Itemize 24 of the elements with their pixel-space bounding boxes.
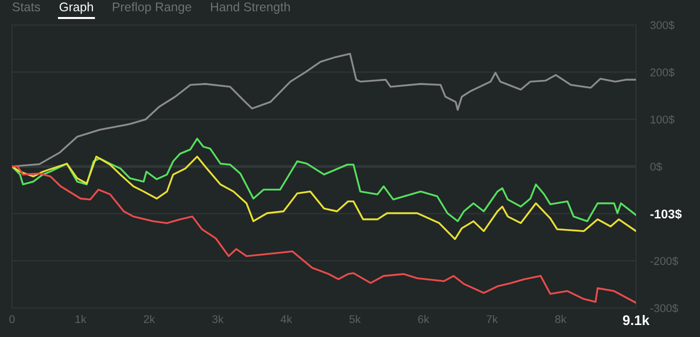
x-tick-label: 2k [144,314,156,323]
x-tick-label: 7k [486,314,498,323]
y-tick-label: 300$ [650,20,674,30]
x-tick-label: 0 [9,315,15,324]
y-tick-label: -200$ [650,256,678,266]
x-tick-label: 1k [76,314,86,323]
annotation: -103$ [650,209,682,220]
text: Stats [12,2,40,12]
x-tick-label: 6k [418,314,430,324]
x-tick-label: 8k [555,314,566,324]
x-tick-label: 9.1k [622,314,650,326]
y-tick-label: 100$ [650,115,674,124]
x-tick-label: 4k [280,314,292,323]
line-series [12,166,636,304]
line-series [12,138,636,222]
text: Graph [60,2,93,14]
y-tick-label: -300$ [650,304,678,313]
y-tick-label: 0$ [650,162,662,172]
y-tick-label: 200$ [650,68,674,77]
x-tick-label: 5k [349,314,361,324]
text: Hand Strength [211,2,290,14]
text: Preflop Range [112,2,192,14]
x-tick-label: 3k [212,314,224,324]
line-series [12,156,636,240]
